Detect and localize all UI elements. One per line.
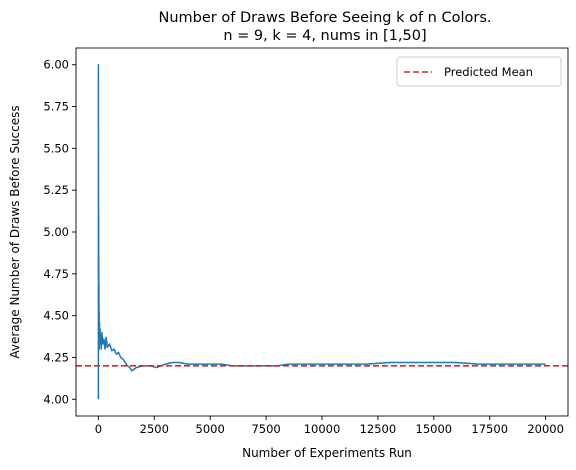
y-tick-label: 5.00 — [43, 225, 69, 239]
y-axis-label: Average Number of Draws Before Success — [8, 105, 22, 358]
legend-label-predicted-mean: Predicted Mean — [444, 65, 533, 79]
y-tick-label: 4.50 — [43, 309, 69, 323]
x-tick-label: 2500 — [140, 422, 169, 436]
x-tick-label: 17500 — [471, 422, 508, 436]
series-line-experiment-average — [97, 63, 546, 400]
x-tick-label: 7500 — [251, 422, 280, 436]
y-axis: 4.00 4.25 4.50 4.75 5.00 5.25 5.50 5.75 6.00 — [43, 58, 76, 406]
y-tick-label: 4.75 — [43, 267, 69, 281]
x-tick-label: 5000 — [196, 422, 225, 436]
data-layer — [76, 63, 568, 400]
x-tick-label: 12500 — [360, 422, 397, 436]
legend-box — [396, 56, 562, 87]
x-tick-label: 20000 — [527, 422, 564, 436]
y-tick-label: 4.00 — [43, 392, 69, 406]
x-axis-label: Number of Experiments Run — [242, 446, 412, 460]
chart-title: Number of Draws Before Seeing k of n Col… — [159, 10, 492, 44]
y-tick-label: 5.50 — [43, 141, 69, 155]
y-tick-label: 6.00 — [43, 58, 69, 72]
legend: Predicted Mean — [396, 56, 562, 87]
title-line-2: n = 9, k = 4, nums in [1,50] — [223, 28, 426, 44]
x-tick-label: 0 — [95, 422, 102, 436]
x-tick-label: 10000 — [304, 422, 341, 436]
x-axis: 0 2500 5000 7500 10000 12500 15000 17500 20000 — [95, 416, 564, 436]
x-tick-label: 15000 — [416, 422, 453, 436]
y-tick-label: 4.25 — [43, 350, 69, 364]
title-line-1: Number of Draws Before Seeing k of n Col… — [159, 10, 492, 26]
axes-frame — [75, 47, 569, 417]
y-tick-label: 5.75 — [43, 100, 69, 114]
y-tick-label: 5.25 — [43, 183, 69, 197]
